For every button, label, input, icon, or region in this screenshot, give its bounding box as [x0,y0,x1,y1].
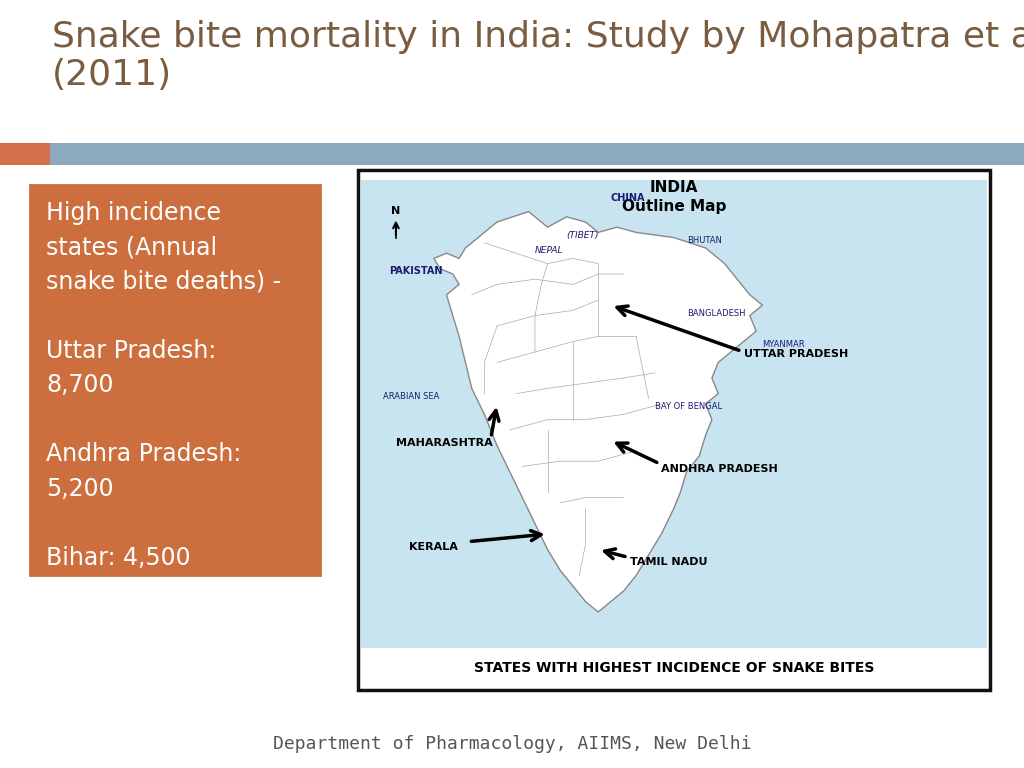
FancyBboxPatch shape [0,143,50,165]
Text: MYANMAR: MYANMAR [763,339,805,349]
Text: BAY OF BENGAL: BAY OF BENGAL [655,402,722,411]
Text: ARABIAN SEA: ARABIAN SEA [383,392,439,401]
Text: ANDHRA PRADESH: ANDHRA PRADESH [662,464,778,474]
Text: Department of Pharmacology, AIIMS, New Delhi: Department of Pharmacology, AIIMS, New D… [272,735,752,753]
Polygon shape [434,212,763,612]
Text: PAKISTAN: PAKISTAN [389,266,443,276]
Text: TAMIL NADU: TAMIL NADU [630,558,708,568]
FancyBboxPatch shape [50,143,1024,165]
Text: UTTAR PRADESH: UTTAR PRADESH [743,349,848,359]
Text: (TIBET): (TIBET) [566,230,599,240]
FancyBboxPatch shape [30,185,319,575]
Text: KERALA: KERALA [409,541,458,551]
Text: Snake bite mortality in India: Study by Mohapatra et al: Snake bite mortality in India: Study by … [52,20,1024,54]
Text: BHUTAN: BHUTAN [687,236,722,245]
Text: NEPAL: NEPAL [535,247,563,255]
Text: STATES WITH HIGHEST INCIDENCE OF SNAKE BITES: STATES WITH HIGHEST INCIDENCE OF SNAKE B… [474,661,874,675]
Text: CHINA: CHINA [610,194,645,204]
Text: INDIA
Outline Map: INDIA Outline Map [622,180,726,214]
Text: MAHARASHTRA: MAHARASHTRA [396,438,493,448]
Text: (2011): (2011) [52,58,172,92]
FancyBboxPatch shape [361,180,987,648]
Text: High incidence
states (Annual
snake bite deaths) -

Uttar Pradesh:
8,700

Andhra: High incidence states (Annual snake bite… [46,201,282,570]
FancyBboxPatch shape [358,170,990,690]
Text: BANGLADESH: BANGLADESH [687,309,745,318]
Text: N: N [391,206,400,216]
